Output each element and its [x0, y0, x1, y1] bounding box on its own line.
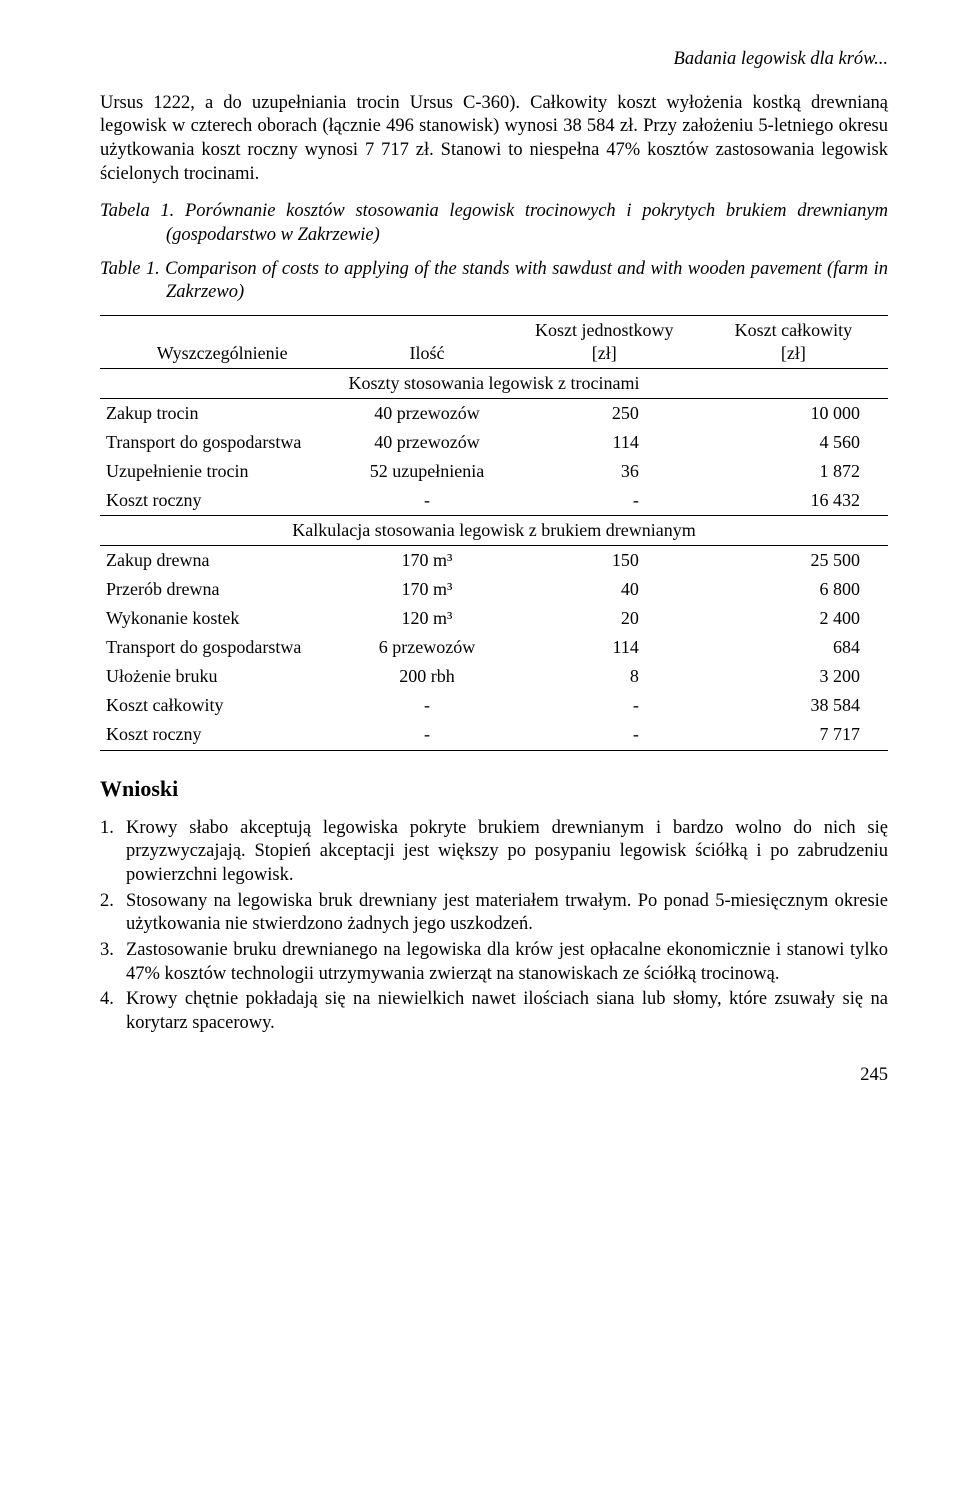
conclusions-heading: Wnioski — [100, 775, 888, 803]
col-header-total-cost-l1: Koszt całkowity — [735, 320, 852, 340]
cell-label: Koszt całkowity — [100, 691, 344, 720]
cell-qty: 170 m³ — [344, 575, 509, 604]
conclusions-list: 1. Krowy słabo akceptują legowiska pokry… — [100, 817, 888, 1036]
cell-unit: 150 — [510, 546, 699, 576]
cell-qty: 40 przewozów — [344, 399, 509, 429]
list-number: 3. — [100, 939, 126, 986]
cell-unit: - — [510, 691, 699, 720]
table-row: Transport do gospodarstwa 40 przewozów 1… — [100, 428, 888, 457]
table-header-row: Wyszczególnienie Ilość Koszt jednostkowy… — [100, 316, 888, 369]
section-row: Koszty stosowania legowisk z trocinami — [100, 369, 888, 399]
cell-total: 10 000 — [699, 399, 888, 429]
cell-label: Ułożenie bruku — [100, 662, 344, 691]
cell-qty: - — [344, 486, 509, 516]
table-row: Koszt roczny - - 16 432 — [100, 486, 888, 516]
cell-unit: 114 — [510, 633, 699, 662]
cell-total: 16 432 — [699, 486, 888, 516]
table-row: Przerób drewna 170 m³ 40 6 800 — [100, 575, 888, 604]
cell-label: Zakup trocin — [100, 399, 344, 429]
cell-unit: 114 — [510, 428, 699, 457]
cell-label: Koszt roczny — [100, 486, 344, 516]
section-title: Kalkulacja stosowania legowisk z brukiem… — [100, 516, 888, 546]
cell-qty: - — [344, 691, 509, 720]
table-caption-pl: Tabela 1. Porównanie kosztów stosowania … — [100, 200, 888, 247]
cost-comparison-table: Wyszczególnienie Ilość Koszt jednostkowy… — [100, 315, 888, 750]
col-header-unit-cost: Koszt jednostkowy [zł] — [510, 316, 699, 369]
table-row: Ułożenie bruku 200 rbh 8 3 200 — [100, 662, 888, 691]
section-row: Kalkulacja stosowania legowisk z brukiem… — [100, 516, 888, 546]
cell-total: 1 872 — [699, 457, 888, 486]
cell-unit: 250 — [510, 399, 699, 429]
cell-qty: 6 przewozów — [344, 633, 509, 662]
list-item: 3. Zastosowanie bruku drewnianego na leg… — [100, 939, 888, 986]
table-row: Koszt roczny - - 7 717 — [100, 720, 888, 750]
page-number: 245 — [100, 1064, 888, 1088]
cell-label: Przerób drewna — [100, 575, 344, 604]
section-title: Koszty stosowania legowisk z trocinami — [100, 369, 888, 399]
cell-unit: 8 — [510, 662, 699, 691]
cell-qty: 52 uzupełnienia — [344, 457, 509, 486]
list-number: 2. — [100, 890, 126, 937]
col-header-unit-cost-l2: [zł] — [592, 343, 617, 363]
col-header-item: Wyszczególnienie — [100, 316, 344, 369]
col-header-qty: Ilość — [344, 316, 509, 369]
table-row: Transport do gospodarstwa 6 przewozów 11… — [100, 633, 888, 662]
caption-en-rest: Comparison of costs to applying of the s… — [160, 259, 888, 303]
cell-label: Transport do gospodarstwa — [100, 428, 344, 457]
cell-qty: 200 rbh — [344, 662, 509, 691]
table-row: Zakup drewna 170 m³ 150 25 500 — [100, 546, 888, 576]
cell-total: 3 200 — [699, 662, 888, 691]
cell-total: 25 500 — [699, 546, 888, 576]
cell-total: 7 717 — [699, 720, 888, 750]
table-row: Uzupełnienie trocin 52 uzupełnienia 36 1… — [100, 457, 888, 486]
cell-total: 6 800 — [699, 575, 888, 604]
cell-total: 4 560 — [699, 428, 888, 457]
list-item: 1. Krowy słabo akceptują legowiska pokry… — [100, 817, 888, 888]
list-number: 1. — [100, 817, 126, 888]
cell-label: Koszt roczny — [100, 720, 344, 750]
cell-qty: 40 przewozów — [344, 428, 509, 457]
cell-label: Zakup drewna — [100, 546, 344, 576]
caption-pl-lead: Tabela 1. — [100, 201, 174, 221]
running-head: Badania legowisk dla krów... — [100, 48, 888, 72]
cell-total: 2 400 — [699, 604, 888, 633]
cell-unit: 40 — [510, 575, 699, 604]
table-row: Wykonanie kostek 120 m³ 20 2 400 — [100, 604, 888, 633]
cell-label: Transport do gospodarstwa — [100, 633, 344, 662]
cell-qty: 120 m³ — [344, 604, 509, 633]
table-caption-en: Table 1. Comparison of costs to applying… — [100, 258, 888, 305]
cell-unit: - — [510, 486, 699, 516]
col-header-total-cost: Koszt całkowity [zł] — [699, 316, 888, 369]
cell-total: 684 — [699, 633, 888, 662]
list-text: Zastosowanie bruku drewnianego na legowi… — [126, 939, 888, 986]
list-text: Krowy słabo akceptują legowiska pokryte … — [126, 817, 888, 888]
cell-qty: 170 m³ — [344, 546, 509, 576]
caption-en-lead: Table 1. — [100, 259, 160, 279]
col-header-unit-cost-l1: Koszt jednostkowy — [535, 320, 674, 340]
cell-label: Uzupełnienie trocin — [100, 457, 344, 486]
list-item: 4. Krowy chętnie pokładają się na niewie… — [100, 988, 888, 1035]
cell-unit: - — [510, 720, 699, 750]
list-item: 2. Stosowany na legowiska bruk drewniany… — [100, 890, 888, 937]
cell-unit: 36 — [510, 457, 699, 486]
col-header-total-cost-l2: [zł] — [781, 343, 806, 363]
table-row: Koszt całkowity - - 38 584 — [100, 691, 888, 720]
cell-unit: 20 — [510, 604, 699, 633]
body-paragraph: Ursus 1222, a do uzupełniania trocin Urs… — [100, 92, 888, 187]
list-text: Stosowany na legowiska bruk drewniany je… — [126, 890, 888, 937]
caption-pl-rest: Porównanie kosztów stosowania legowisk t… — [166, 201, 888, 245]
list-text: Krowy chętnie pokładają się na niewielki… — [126, 988, 888, 1035]
table-row: Zakup trocin 40 przewozów 250 10 000 — [100, 399, 888, 429]
list-number: 4. — [100, 988, 126, 1035]
cell-total: 38 584 — [699, 691, 888, 720]
cell-label: Wykonanie kostek — [100, 604, 344, 633]
cell-qty: - — [344, 720, 509, 750]
